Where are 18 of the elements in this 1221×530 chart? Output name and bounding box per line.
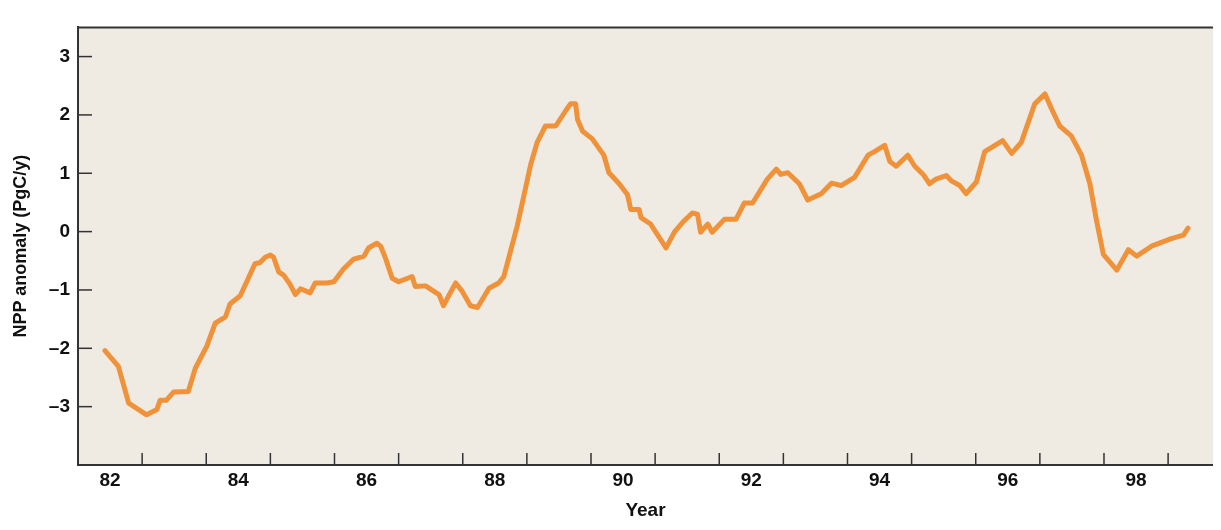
x-tick-label: 82 <box>99 468 121 490</box>
y-axis-title: NPP anomaly (PgC/y) <box>9 154 30 338</box>
y-tick-label: 1 <box>59 161 71 183</box>
x-axis-title: Year <box>625 498 667 520</box>
x-tick-label: 84 <box>227 468 250 490</box>
y-tick-label: 2 <box>59 103 70 125</box>
y-tick-label: –1 <box>48 278 71 300</box>
y-tick-label: –2 <box>48 336 70 358</box>
x-tick-label: 96 <box>997 468 1019 490</box>
y-tick-label: 0 <box>59 219 70 241</box>
x-tick-label: 94 <box>868 468 891 490</box>
y-tick-label: 3 <box>59 44 70 66</box>
x-tick-label: 92 <box>740 468 762 490</box>
x-tick-label: 90 <box>612 468 634 490</box>
x-tick-label: 86 <box>355 468 378 490</box>
x-tick-label: 88 <box>484 468 506 490</box>
y-tick-label: –3 <box>48 394 70 416</box>
x-tick-label: 98 <box>1125 468 1147 490</box>
